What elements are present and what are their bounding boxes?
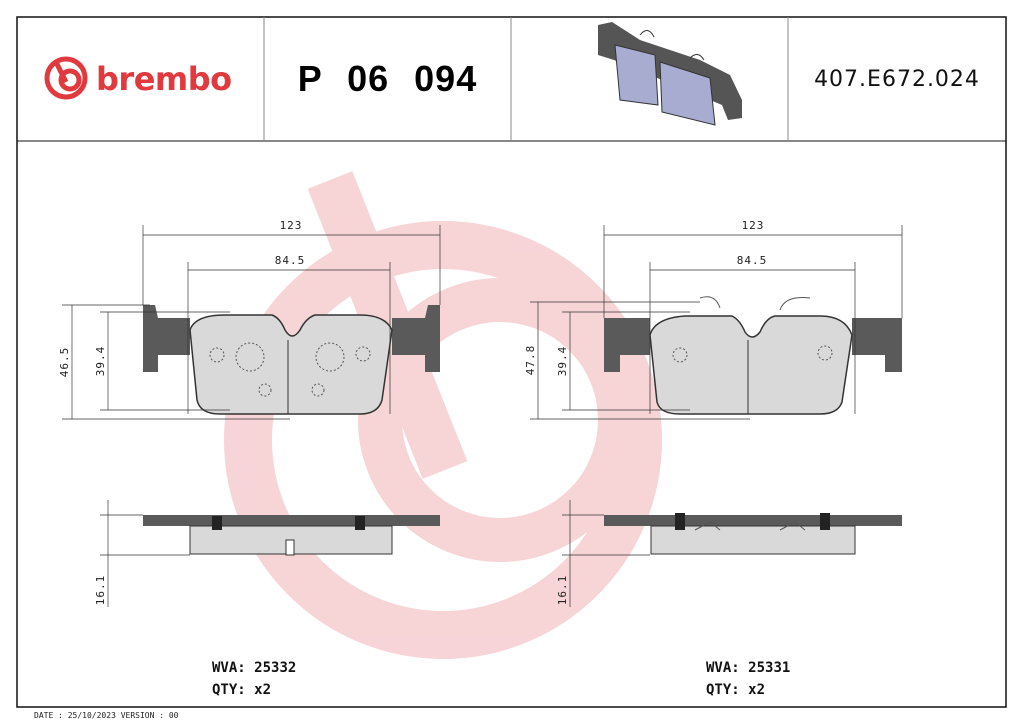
qty-value: x2 — [748, 682, 766, 698]
footer-date-version: DATE : 25/10/2023 VERSION : 00 — [34, 711, 179, 720]
left-thickness-dim: 16.1 — [94, 575, 107, 606]
brand-name: brembo — [96, 60, 232, 98]
reference-code: 407.E672.024 — [814, 66, 980, 92]
pad-3d-thumbnail — [598, 22, 742, 126]
left-pad-front-view — [62, 225, 441, 607]
left-height-dim: 46.5 — [58, 347, 71, 378]
wva-label: WVA: — [706, 660, 740, 676]
qty-value: x2 — [254, 682, 272, 698]
right-pad-side-view — [604, 513, 902, 555]
left-inner-height-dim: 39.4 — [94, 346, 107, 377]
right-pad-info: WVA: 25331 QTY: x2 — [706, 657, 790, 701]
wva-number: 25332 — [254, 660, 297, 676]
left-pad-side-view — [143, 515, 440, 556]
right-pad-front-view — [530, 225, 903, 607]
qty-label: QTY: — [706, 682, 740, 698]
wva-label: WVA: — [212, 660, 246, 676]
right-width-dim: 123 — [742, 219, 765, 232]
brembo-logo-icon — [44, 56, 88, 100]
left-inner-width-dim: 84.5 — [275, 254, 306, 267]
right-inner-width-dim: 84.5 — [737, 254, 768, 267]
part-number: P 06 094 — [297, 58, 478, 99]
right-thickness-dim: 16.1 — [556, 575, 569, 606]
left-width-dim: 123 — [280, 219, 303, 232]
left-pad-info: WVA: 25332 QTY: x2 — [212, 657, 296, 701]
right-height-dim: 47.8 — [524, 345, 537, 376]
qty-label: QTY: — [212, 682, 246, 698]
wva-number: 25331 — [748, 660, 791, 676]
right-inner-height-dim: 39.4 — [556, 346, 569, 377]
